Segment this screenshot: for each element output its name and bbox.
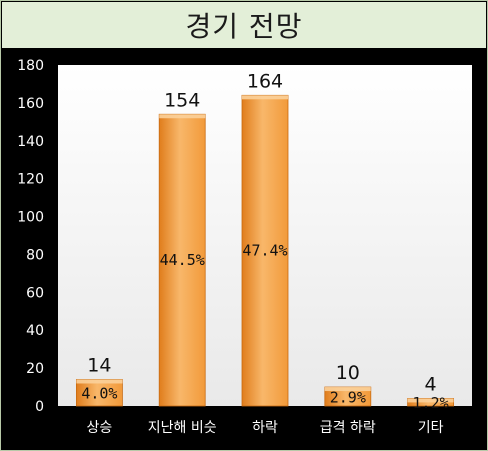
bar-percent-label: 1.2% xyxy=(413,394,449,412)
y-tick-label: 40 xyxy=(26,323,44,339)
y-tick-label: 180 xyxy=(17,58,44,74)
x-category-label: 지난해 비슷 xyxy=(148,420,217,436)
y-tick-label: 120 xyxy=(17,172,44,188)
y-tick-label: 140 xyxy=(17,134,44,150)
chart-title: 경기 전망 xyxy=(185,10,303,43)
bar-top-highlight xyxy=(407,398,454,403)
bar-top-highlight xyxy=(324,387,371,392)
y-tick-label: 100 xyxy=(17,210,44,226)
bar-top-highlight xyxy=(76,379,123,384)
bar-percent-label: 47.4% xyxy=(242,242,287,260)
bar-value-label: 10 xyxy=(336,362,360,384)
bar-percent-label: 4.0% xyxy=(81,385,117,403)
y-tick-label: 160 xyxy=(17,96,44,112)
x-category-label: 상승 xyxy=(87,420,113,436)
bar-percent-label: 2.9% xyxy=(330,389,366,407)
x-category-label: 하락 xyxy=(252,420,278,436)
x-category-label: 급격 하락 xyxy=(320,420,376,436)
bar-percent-label: 44.5% xyxy=(160,251,205,269)
bar xyxy=(241,94,289,407)
bar-top-highlight xyxy=(159,114,206,119)
y-tick-label: 0 xyxy=(35,399,44,415)
bar-value-label: 164 xyxy=(247,70,283,92)
bar-value-label: 14 xyxy=(87,354,111,376)
x-category-label: 기타 xyxy=(418,420,444,436)
bar-value-label: 154 xyxy=(164,89,200,111)
chart-title-bar: 경기 전망 xyxy=(2,2,486,48)
bar xyxy=(158,113,206,407)
y-tick-label: 20 xyxy=(26,361,44,377)
bar-chart: 0 20 40 60 80 100 120 140 160 180 14 4.0% 154 44.5% 1… xyxy=(17,58,472,436)
bar-value-label: 4 xyxy=(425,373,437,395)
y-tick-label: 80 xyxy=(26,247,44,263)
y-tick-label: 60 xyxy=(26,285,44,301)
bar-top-highlight xyxy=(242,95,288,100)
bar xyxy=(76,379,123,407)
